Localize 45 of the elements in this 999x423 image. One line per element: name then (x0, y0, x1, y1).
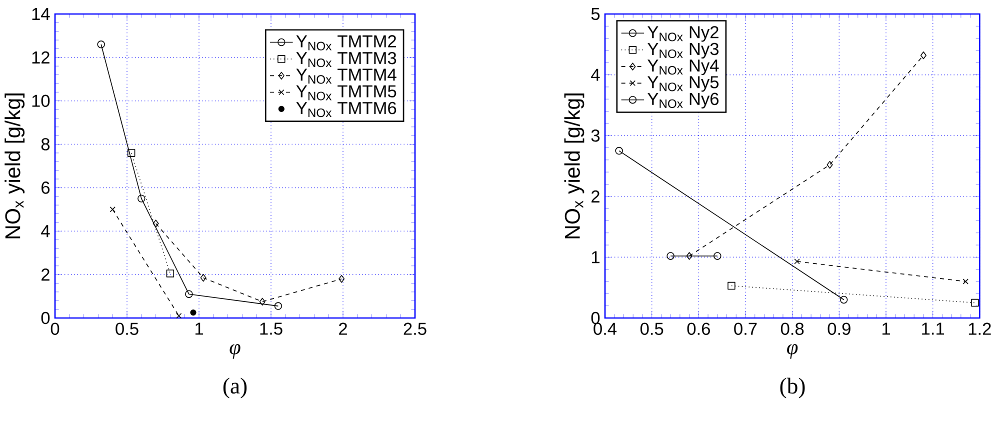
y-tick-label: 8 (41, 138, 50, 150)
x-tick-label: 1.5 (260, 322, 282, 335)
x-tick-label: 0.5 (640, 322, 664, 335)
y-tick-label: 12 (32, 51, 50, 64)
legend-label: Y$_{NOx}$ Ny5 (648, 76, 719, 92)
x-axis-title: φ (787, 344, 798, 359)
y-axis-title: NO$_{x}$ yield [g/kg] (4, 94, 25, 238)
y-axis-title: NO$_{x}$ yield [g/kg] (564, 94, 584, 238)
legend-label: Y$_{NOx}$ TMTM3 (296, 52, 396, 68)
legend-label: Y$_{NOx}$ Ny6 (648, 92, 719, 108)
x-tick-label: 0.6 (687, 322, 710, 335)
y-tick-label: 4 (41, 225, 50, 238)
x-tick-label: 0 (50, 322, 60, 335)
x-tick-label: 0.8 (780, 322, 804, 335)
x-axis-title: φ (230, 344, 240, 359)
x-tick-label: 0.4 (594, 322, 617, 335)
legend-label: Y$_{NOx}$ TMTM2 (296, 35, 396, 50)
legend-label: Y$_{NOx}$ TMTM5 (296, 85, 396, 100)
y-tick-label: 3 (591, 129, 600, 142)
text: (a) (223, 378, 247, 398)
text: (b) (780, 378, 805, 398)
y-tick-label: 2 (42, 268, 50, 281)
y-tick-label: 5 (591, 8, 600, 20)
y-tick-label: 4 (591, 68, 600, 81)
x-tick-label: 0.5 (116, 322, 138, 335)
y-tick-label: 14 (32, 8, 50, 20)
y-tick-label: 1 (592, 251, 600, 264)
x-tick-label: 1 (882, 322, 890, 335)
legend-label: Y$_{NOx}$ Ny4 (648, 60, 719, 76)
y-tick-label: 6 (42, 182, 50, 194)
legend-label: Y$_{NOx}$ Ny3 (648, 42, 719, 59)
x-tick-label: 2 (339, 322, 347, 335)
legend-label: Y$_{NOx}$ TMTM6 (296, 102, 396, 118)
y-tick-label: 10 (32, 94, 50, 107)
x-tick-label: 0.9 (828, 322, 850, 335)
x-tick-label: 1.2 (968, 322, 991, 335)
y-tick-label: 0 (41, 312, 50, 324)
legend-label: Y$_{NOx}$ Ny2 (648, 26, 718, 42)
legend-label: Y$_{NOx}$ TMTM4 (296, 68, 396, 84)
x-tick-label: 0.7 (734, 322, 757, 335)
y-tick-label: 2 (592, 190, 600, 202)
x-tick-label: 1 (196, 322, 203, 335)
x-tick-label: 1.1 (922, 322, 944, 335)
y-tick-label: 0 (591, 312, 600, 324)
x-tick-label: 2.5 (404, 322, 426, 335)
